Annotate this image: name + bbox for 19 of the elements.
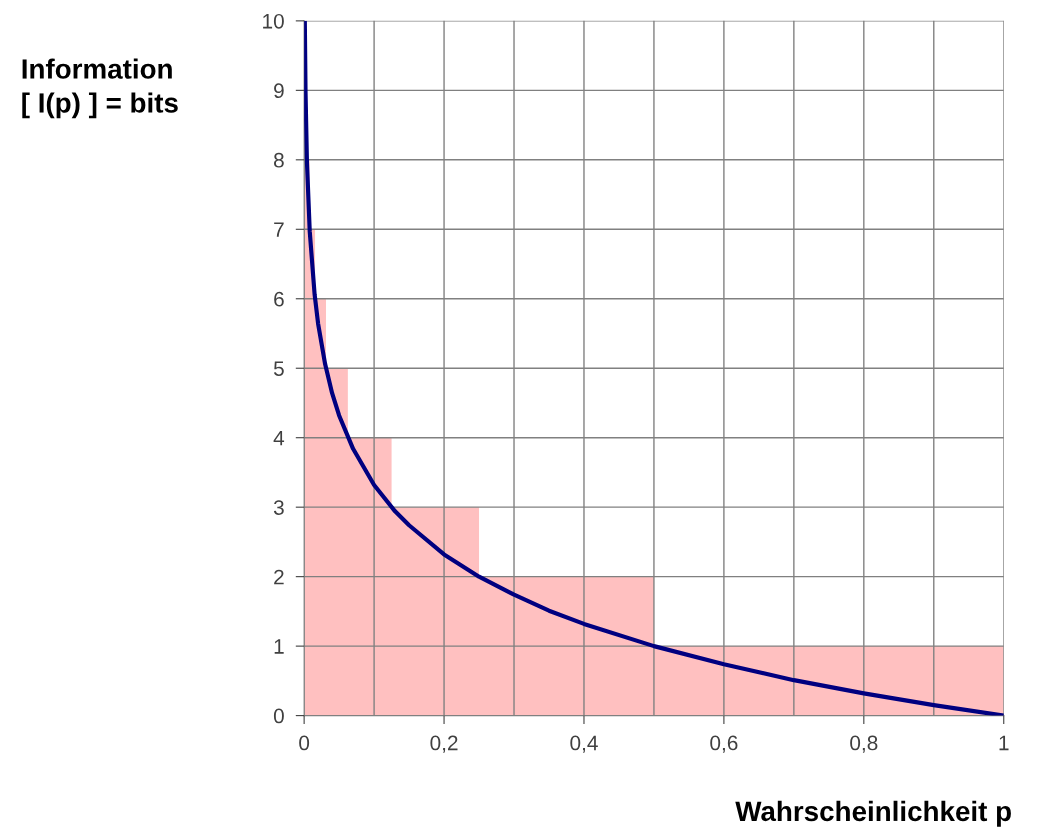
y-tick-label: 0	[273, 708, 284, 724]
y-tick-label: 4	[273, 430, 285, 446]
y-tick-label: 5	[273, 361, 284, 376]
y-tick-label: 8	[274, 152, 284, 168]
x-tick-label: 0,6	[710, 735, 738, 753]
x-tick-label: 0,2	[430, 735, 458, 753]
y-tick-label: 2	[274, 569, 284, 585]
y-tick-label: 1	[274, 639, 284, 654]
y-tick-label: 10	[263, 13, 284, 29]
y-tick-label: 6	[274, 291, 284, 307]
y-tick-label: 9	[274, 83, 284, 99]
x-tick-label: 0,8	[850, 735, 878, 753]
x-tick-label: 0,4	[570, 735, 598, 753]
y-tick-label: 7	[274, 222, 284, 237]
x-tick-label: 1	[999, 735, 1009, 751]
y-axis-title: Information [ I(p) ] = bits	[22, 58, 178, 119]
x-tick-label: 0	[299, 735, 310, 751]
x-axis-title: Wahrscheinlichkeit p	[735, 800, 1011, 827]
y-tick-label: 3	[273, 500, 284, 515]
